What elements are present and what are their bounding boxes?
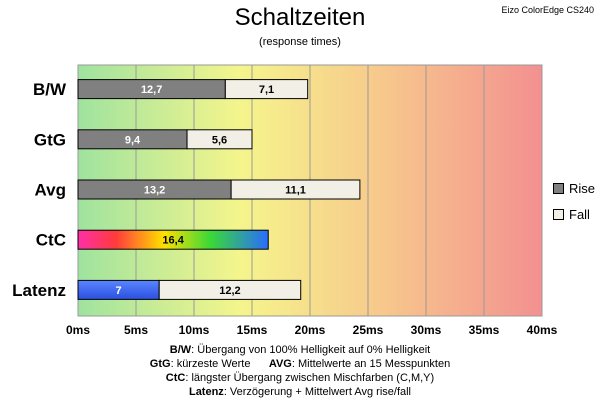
note-avg-key: AVG [268,358,292,370]
category-label: B/W [33,80,67,99]
category-label: CtC [36,231,66,250]
bar-fall-gtg [186,129,253,150]
note-gtg-key: GtG [149,358,171,370]
legend-label-fall: Fall [569,206,590,222]
bar-fall-avg [230,179,361,200]
bar-fall-bw [224,79,309,100]
data-label-fall: 11,1 [285,185,306,197]
legend-item-rise: Rise [553,179,595,197]
data-label-rise: 7 [116,285,122,297]
x-tick-label: 25ms [353,323,384,337]
category-label: Latenz [12,281,66,300]
x-tick-label: 30ms [411,323,442,337]
legend-swatch-fall [553,208,564,220]
data-label-fall: 12,2 [219,285,240,297]
x-tick-label: 20ms [295,323,326,337]
note-gtg-avg: GtG: kürzeste Werte AVG: Mittelwerte an … [0,357,600,371]
legend-swatch-rise [553,182,564,194]
note-latenz: Latenz: Verzögerung + Mittelwert Avg ris… [0,385,600,399]
data-label-fall: 5,6 [212,134,227,146]
x-tick-label: 10ms [179,323,210,337]
note-ctc-key: CtC [165,372,186,384]
chart-title: Schaltzeiten [234,4,366,31]
x-tick-label: 5ms [124,323,148,337]
note-ctc: CtC: längster Übergang zwischen Mischfar… [0,371,600,385]
data-label-rise: 9,4 [125,134,141,146]
data-label-rise: 12,7 [141,84,162,96]
category-label: Avg [35,181,67,200]
footnotes: B/W: Übergang von 100% Helligkeit auf 0%… [0,343,600,399]
x-tick-label: 15ms [237,323,268,337]
category-label: GtG [34,130,66,149]
response-time-chart: 12,7 7,1 9,4 5,6 13,2 11,1 16,4 7 12,2 B/W GtG Avg… [12,64,558,337]
note-avg-text: : Mittelwerte an 15 Messpunkten [291,358,451,370]
legend-item-fall: Fall [553,205,595,223]
note-bw: B/W: Übergang von 100% Helligkeit auf 0%… [0,343,600,357]
note-ctc-text: : längster Übergang zwischen Mischfarben… [185,372,435,384]
bar-rise-ctc [77,229,269,250]
bar-fall-latenz [158,279,302,300]
x-tick-label: 35ms [469,323,500,337]
legend: Rise Fall [553,179,595,231]
chart-subtitle: (response times) [259,36,341,48]
note-bw-text: : Übergang von 100% Helligkeit auf 0% He… [191,344,431,356]
monitor-model-label: Eizo ColorEdge CS240 [501,5,594,15]
x-tick-label: 40ms [527,323,558,337]
note-bw-key: B/W [169,344,192,356]
x-tick-label: 0ms [66,323,90,337]
legend-label-rise: Rise [569,180,596,196]
note-latenz-key: Latenz [188,386,224,398]
data-label-rise: 13,2 [144,185,165,197]
note-gtg-text: : kürzeste Werte [170,358,251,370]
note-latenz-text: : Verzögerung + Mittelwert Avg rise/fall [223,386,412,398]
data-label-rise: 16,4 [162,235,184,247]
data-label-fall: 7,1 [259,84,274,96]
